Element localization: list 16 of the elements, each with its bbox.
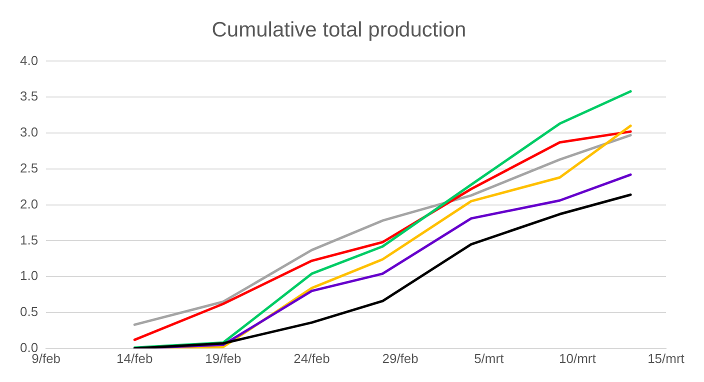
x-tick-label: 19/feb — [205, 350, 242, 366]
y-tick-label: 3.5 — [20, 88, 38, 104]
x-tick-label: 5/mrt — [474, 350, 504, 366]
x-tick-label: 14/feb — [116, 350, 153, 366]
y-tick-label: 2.5 — [20, 160, 38, 176]
chart-title: Cumulative total production — [212, 18, 466, 42]
x-tick-label: 10/mrt — [559, 350, 596, 366]
x-tick-label: 29/feb — [382, 350, 418, 366]
y-tick-label: 0.5 — [20, 304, 38, 320]
y-tick-label: 4.0 — [20, 52, 38, 68]
y-tick-label: 2.0 — [20, 196, 38, 212]
y-tick-label: 3.0 — [20, 124, 38, 140]
x-tick-label: 15/mrt — [648, 350, 685, 366]
y-tick-label: 1.5 — [20, 232, 38, 248]
x-tick-label: 24/feb — [294, 350, 330, 366]
y-tick-label: 1.0 — [20, 268, 38, 284]
